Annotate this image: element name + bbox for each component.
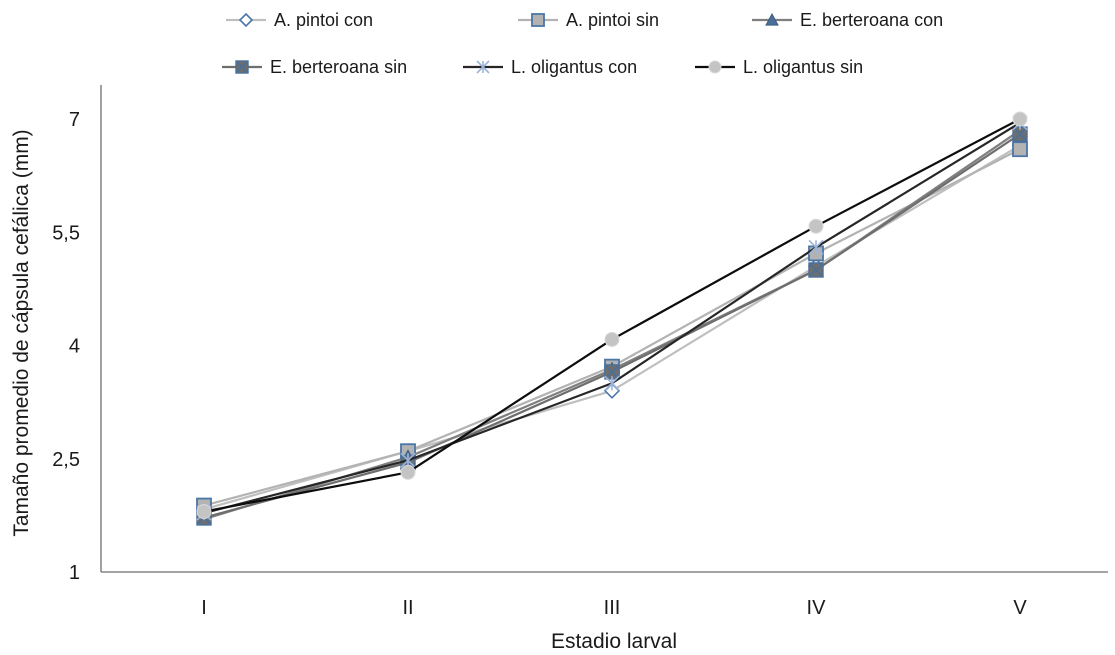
series-line <box>203 133 1021 519</box>
series-line <box>203 118 1021 513</box>
legend-marker <box>765 12 779 26</box>
data-point <box>1012 126 1028 142</box>
series-line <box>203 148 1021 507</box>
legend-label: L. oligantus con <box>511 57 637 77</box>
x-tick-label: IV <box>807 597 827 619</box>
data-point <box>808 218 824 234</box>
plot-area <box>195 111 1029 526</box>
series-4 <box>196 115 1028 521</box>
x-axis-title: Estadio larval <box>551 630 677 653</box>
data-point <box>196 504 212 520</box>
y-tick-label: 1 <box>69 562 80 584</box>
legend-item: L. oligantus sin <box>695 57 863 77</box>
x-tick-label: II <box>402 597 413 619</box>
data-point <box>1012 141 1028 158</box>
legend-label: E. berteroana sin <box>270 57 407 77</box>
legend-marker <box>476 60 490 74</box>
legend-item: E. berteroana con <box>752 10 943 30</box>
legend-item: L. oligantus con <box>463 57 637 77</box>
series-line <box>203 129 1021 521</box>
series-3 <box>196 126 1028 526</box>
x-tick-label: III <box>604 597 621 619</box>
y-tick-labels: 1 2,5 4 5,5 7 <box>52 109 80 584</box>
series-5 <box>196 111 1028 520</box>
legend-marker <box>708 60 722 74</box>
legend-item: A. pintoi con <box>226 10 373 30</box>
legend: A. pintoi con A. pintoi sin E. berteroana … <box>222 10 943 77</box>
y-tick-label: 4 <box>69 336 80 358</box>
data-point <box>604 364 620 380</box>
axes <box>100 85 1108 573</box>
legend-label: E. berteroana con <box>800 10 943 30</box>
y-tick-label: 7 <box>69 109 80 131</box>
legend-marker <box>531 13 545 27</box>
y-tick-label: 5,5 <box>52 222 80 244</box>
legend-label: A. pintoi sin <box>566 10 659 30</box>
y-tick-label: 2,5 <box>52 449 80 471</box>
legend-item: E. berteroana sin <box>222 57 407 77</box>
x-tick-label: I <box>201 597 207 619</box>
series-line <box>203 121 1021 515</box>
data-point <box>604 375 620 391</box>
x-tick-labels: I II III IV V <box>201 597 1027 619</box>
x-tick-label: V <box>1013 597 1027 619</box>
legend-label: L. oligantus sin <box>743 57 863 77</box>
series-1 <box>196 141 1028 514</box>
data-point <box>808 262 824 278</box>
legend-item: A. pintoi sin <box>518 10 659 30</box>
legend-marker <box>238 12 254 28</box>
data-point <box>808 239 824 255</box>
series-line <box>203 144 1021 511</box>
data-point <box>604 331 620 347</box>
data-point <box>1012 111 1028 127</box>
legend-label: A. pintoi con <box>274 10 373 30</box>
legend-marker <box>235 60 249 74</box>
series-2 <box>196 122 1028 526</box>
data-point <box>400 464 416 480</box>
y-axis-title: Tamaño promedio de cápsula cefálica (mm) <box>10 129 33 536</box>
